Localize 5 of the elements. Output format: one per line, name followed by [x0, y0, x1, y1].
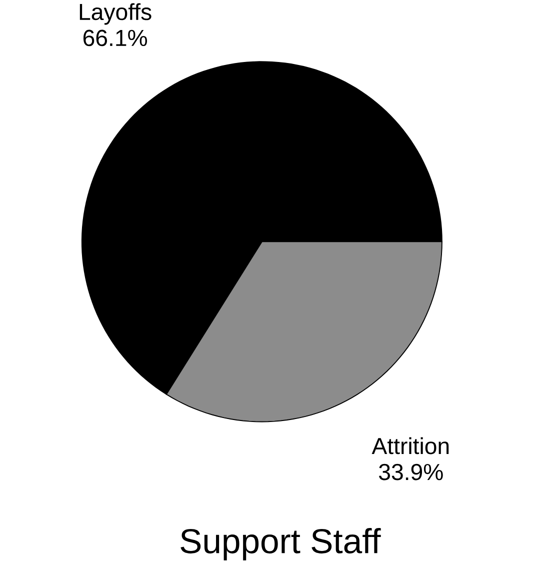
data-label: 33.9%: [379, 464, 443, 480]
text: Support Staff: [180, 528, 381, 560]
slice-label: Attrition: [372, 437, 449, 454]
slice-label: Layoffs: [80, 3, 152, 25]
data-label: 66.1%: [84, 30, 148, 46]
